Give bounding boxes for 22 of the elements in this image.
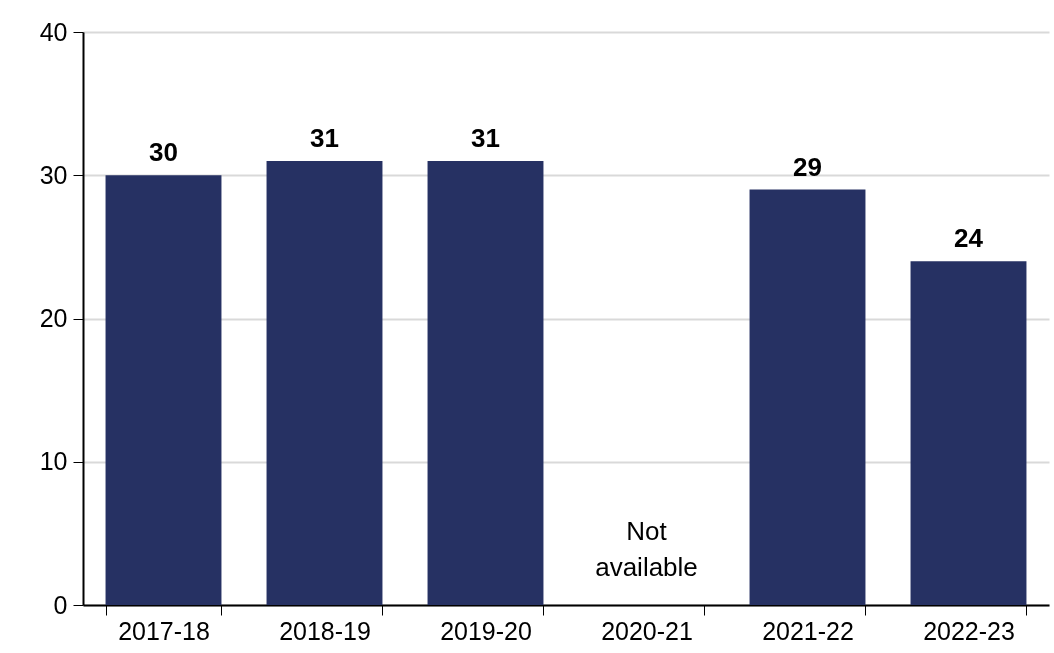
data-label: 30 xyxy=(149,137,178,168)
y-tick-label: 0 xyxy=(53,590,68,619)
bar xyxy=(266,160,383,605)
bar xyxy=(749,189,866,605)
annotation: Not available xyxy=(595,516,698,582)
data-label: 24 xyxy=(954,223,984,254)
x-tick-label: 2018-19 xyxy=(279,616,371,645)
x-tick-label: 2020-21 xyxy=(601,616,693,645)
y-tick-label: 30 xyxy=(39,160,68,189)
y-tick-label: 40 xyxy=(39,17,68,46)
x-tick-label: 2022-23 xyxy=(923,616,1015,645)
data-label: 31 xyxy=(310,122,339,153)
x-tick-label: 2019-20 xyxy=(440,616,532,645)
bar xyxy=(910,261,1027,605)
y-tick-label: 20 xyxy=(39,304,68,332)
y-tick-label: 10 xyxy=(39,447,68,476)
bar xyxy=(105,175,222,605)
x-tick-label: 2021-22 xyxy=(762,616,854,645)
bar xyxy=(427,160,544,605)
x-tick-label: 2017-18 xyxy=(118,616,210,645)
data-label: 29 xyxy=(793,151,822,182)
data-label: 31 xyxy=(471,122,500,153)
